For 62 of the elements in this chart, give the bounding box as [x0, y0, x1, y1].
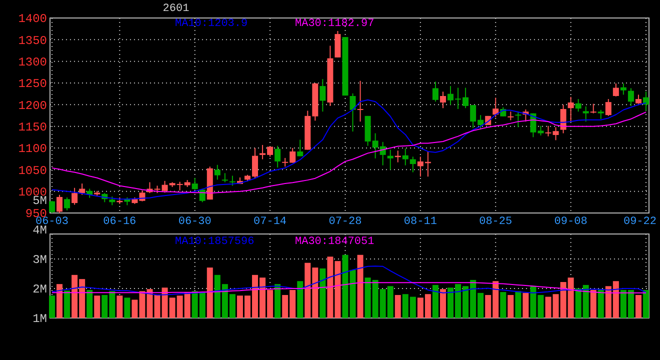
candlestick	[297, 139, 304, 157]
candlestick	[598, 109, 604, 120]
candlestick	[56, 194, 63, 214]
candlestick	[79, 183, 86, 196]
x-tick-label: 07-28	[328, 216, 362, 228]
candlestick	[320, 78, 326, 112]
y-tick-label: 1200	[18, 98, 47, 113]
y-tick-label: 1300	[18, 56, 47, 70]
candlestick	[605, 98, 612, 116]
y-tick-label: 1100	[18, 142, 47, 156]
x-tick-label: 09-22	[623, 216, 657, 228]
y-tick-label: 1350	[18, 34, 47, 48]
candlestick	[440, 91, 446, 109]
candlestick	[72, 187, 78, 206]
candlestick	[387, 149, 394, 170]
text: MA30:1182.97	[295, 18, 374, 30]
y-tick-label: 4M	[32, 224, 47, 238]
candlestick	[222, 172, 228, 183]
candlestick	[334, 30, 341, 58]
candlestick	[192, 177, 198, 190]
candlestick	[229, 175, 236, 186]
x-tick-label: 06-16	[103, 216, 136, 228]
candlestick	[635, 94, 642, 104]
line-series	[52, 282, 646, 294]
candlestick	[49, 201, 55, 212]
candlestick	[560, 104, 566, 134]
candlestick	[274, 145, 281, 168]
candlestick	[515, 112, 522, 128]
y-tick-label: 1050	[18, 164, 47, 178]
candlestick	[575, 98, 582, 112]
candlestick	[350, 92, 356, 132]
text: MA10:1203.9	[175, 18, 248, 30]
candlestick	[492, 97, 499, 118]
line-series	[52, 266, 646, 296]
candlestick	[64, 196, 70, 211]
y-tick-label: 1150	[18, 120, 47, 135]
chart-title: 2601	[162, 3, 190, 15]
candlestick	[432, 81, 438, 102]
y-tick-label: 3M	[32, 253, 47, 268]
y-tick-label: 1M	[32, 312, 47, 326]
x-tick-label: 07-14	[254, 216, 287, 228]
candlestick	[590, 103, 596, 114]
text: MA10:1857596	[175, 236, 254, 248]
y-tick-label: 1400	[18, 12, 47, 26]
x-tick-label: 09-08	[554, 216, 588, 228]
text: MA30:1847051	[295, 236, 375, 248]
candlestick	[508, 111, 514, 121]
x-tick-label: 08-25	[479, 216, 512, 228]
candlestick	[628, 88, 634, 106]
candlestick	[214, 164, 220, 180]
candlestick	[620, 82, 626, 96]
y-tick-label: 2M	[32, 282, 47, 297]
candlestick	[568, 96, 574, 122]
x-tick-label: 08-11	[404, 216, 438, 228]
x-tick-label: 06-30	[178, 216, 212, 228]
candlestick	[582, 106, 589, 122]
y-tick-label: 1250	[18, 77, 47, 92]
candlestick	[357, 80, 364, 122]
candlestick	[612, 82, 619, 97]
candlestick	[199, 188, 206, 203]
candlestick	[410, 156, 416, 173]
candlestick	[402, 148, 408, 166]
